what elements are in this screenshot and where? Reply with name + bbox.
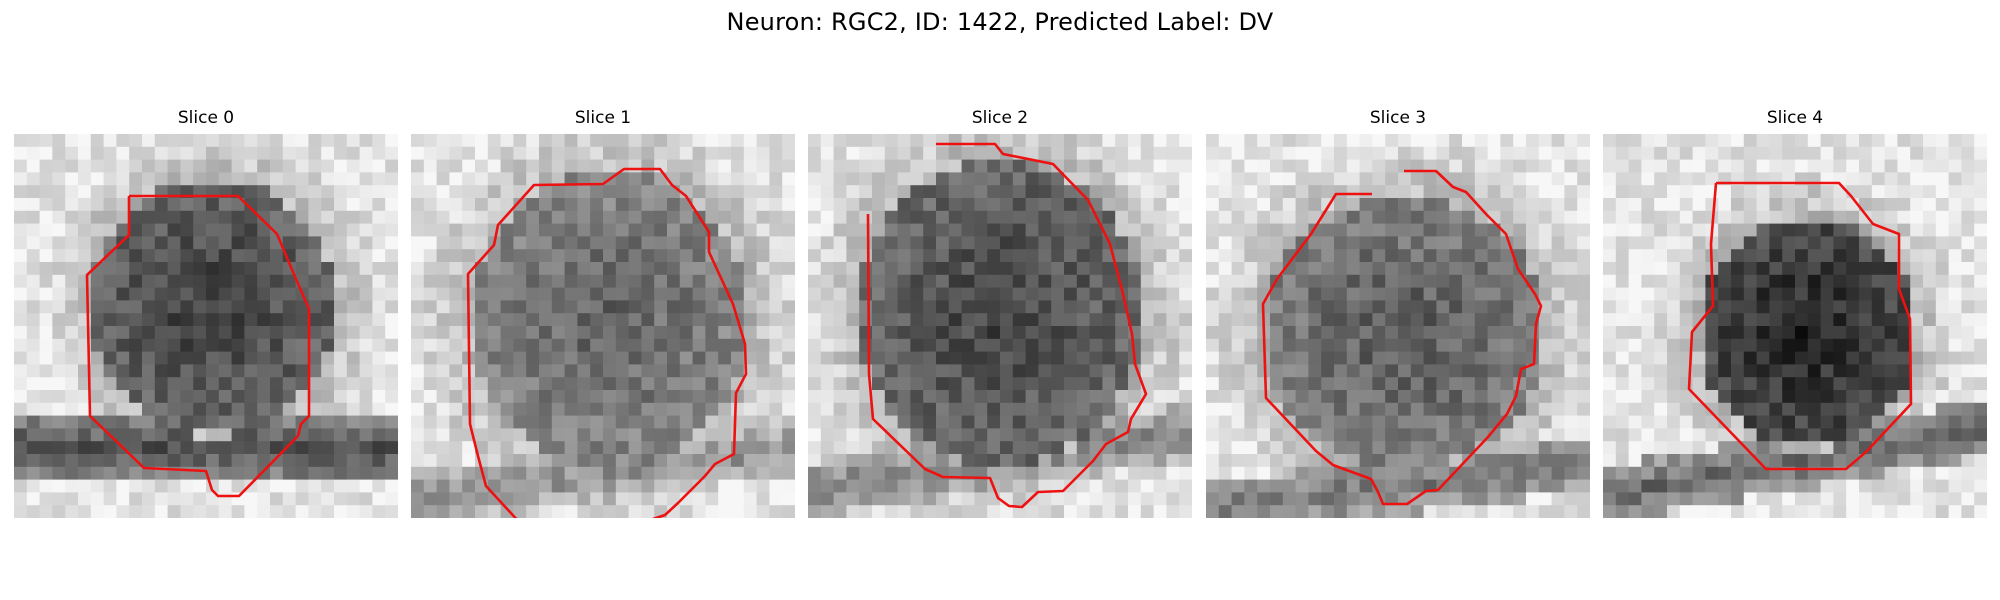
figure-title: Neuron: RGC2, ID: 1422, Predicted Label:… <box>726 8 1274 36</box>
slice-title: Slice 4 <box>1766 108 1824 128</box>
slice-image <box>411 134 795 518</box>
slice-title: Slice 1 <box>574 108 632 128</box>
slice-panel-4: Slice 4 <box>1603 108 1987 518</box>
cell-contour <box>466 167 748 518</box>
slice-title: Slice 3 <box>1369 108 1427 128</box>
slice-panel-1: Slice 1 <box>411 108 795 518</box>
slice-image <box>14 134 398 518</box>
slice-image <box>1603 134 1987 518</box>
cell-contour <box>1687 181 1913 471</box>
cell-contour <box>1261 169 1543 506</box>
slice-panel-2: Slice 2 <box>808 108 1192 518</box>
cell-contour <box>85 194 311 498</box>
slice-panel-0: Slice 0 <box>14 108 398 518</box>
slice-panel-3: Slice 3 <box>1206 108 1590 518</box>
slice-image <box>808 134 1192 518</box>
slice-image <box>1206 134 1590 518</box>
slice-title: Slice 2 <box>971 108 1029 128</box>
slice-title: Slice 0 <box>177 108 235 128</box>
cell-contour <box>866 142 1148 509</box>
